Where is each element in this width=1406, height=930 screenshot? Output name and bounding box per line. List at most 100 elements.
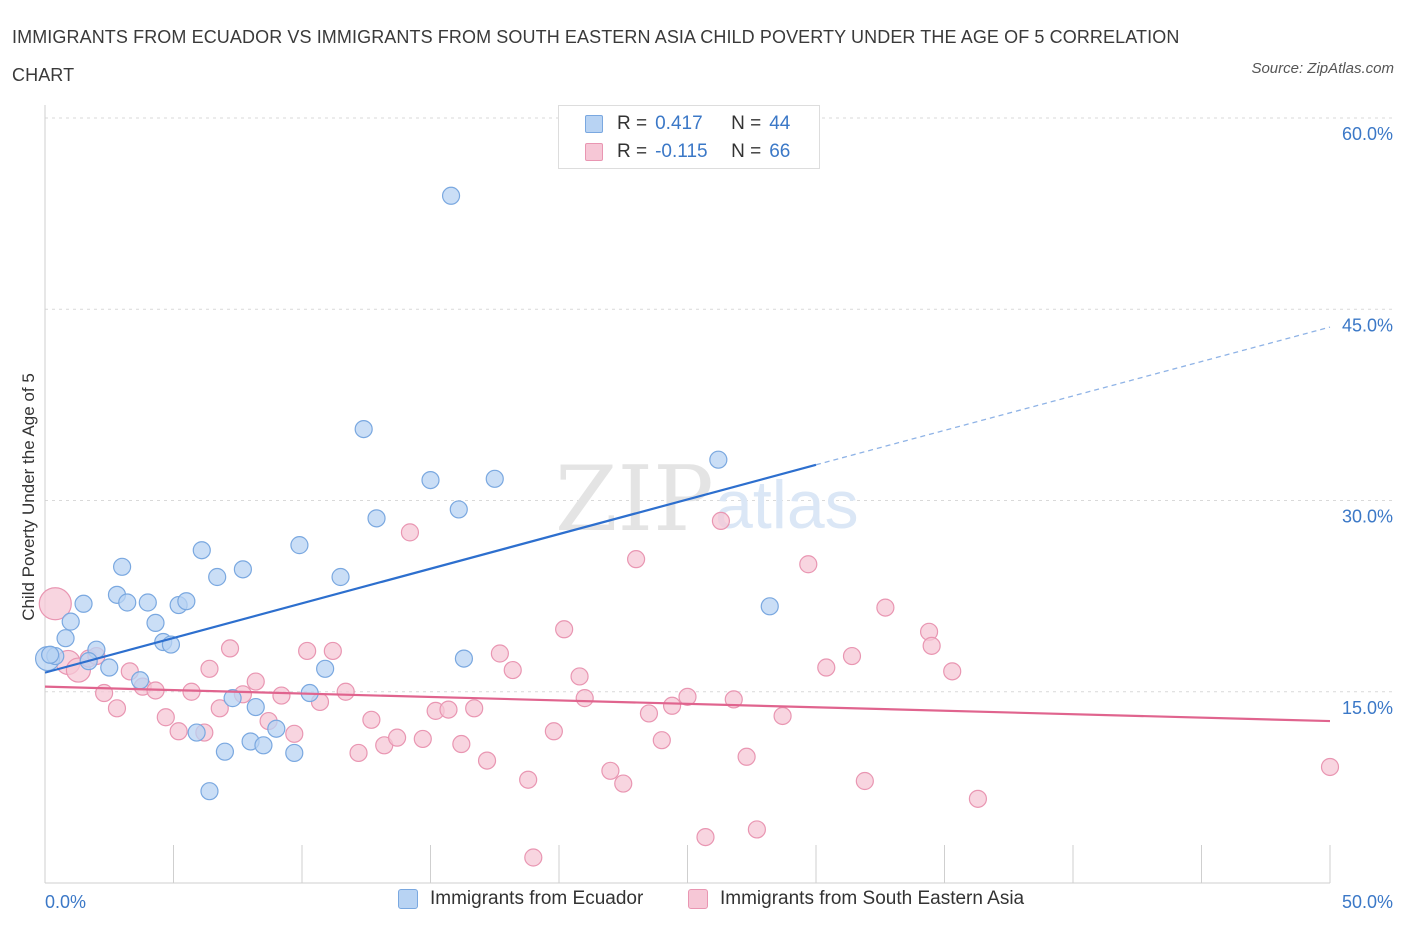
- series-legend-south-eastern-asia: Immigrants from South Eastern Asia: [688, 888, 1024, 910]
- point-south-eastern-asia: [601, 761, 620, 780]
- series-legend-ecuador: Immigrants from Ecuador: [398, 888, 643, 910]
- trend-line-ecuador: [44, 463, 817, 674]
- point-ecuador: [354, 420, 373, 439]
- point-south-eastern-asia: [555, 620, 574, 639]
- legend-row-south-eastern-asia: R = -0.115 N = 66: [585, 138, 809, 166]
- trend-lines: [44, 326, 1331, 723]
- point-ecuador: [56, 629, 75, 648]
- trend-line-ecuador-extension: [815, 326, 1331, 466]
- point-south-eastern-asia: [876, 598, 895, 617]
- chart-title: IMMIGRANTS FROM ECUADOR VS IMMIGRANTS FR…: [12, 27, 1180, 85]
- point-ecuador: [290, 536, 309, 555]
- point-ecuador: [254, 736, 273, 755]
- point-south-eastern-asia: [156, 708, 175, 727]
- gridlines: [45, 117, 1395, 693]
- point-ecuador: [421, 471, 440, 490]
- point-south-eastern-asia: [614, 774, 633, 793]
- point-south-eastern-asia: [519, 770, 538, 789]
- point-ecuador: [177, 592, 196, 611]
- source-credit: Source: ZipAtlas.com: [1251, 60, 1394, 77]
- point-ecuador: [709, 450, 728, 469]
- y-tick-label: 30.0%: [1342, 507, 1393, 527]
- point-ecuador: [61, 612, 80, 631]
- point-south-eastern-asia: [639, 704, 659, 723]
- point-ecuador: [187, 723, 206, 742]
- series-south-eastern-asia: [38, 511, 1340, 867]
- point-ecuador: [112, 557, 132, 576]
- point-south-eastern-asia: [737, 747, 756, 766]
- point-ecuador: [208, 567, 227, 587]
- point-south-eastern-asia: [272, 686, 291, 705]
- point-ecuador: [441, 186, 461, 205]
- point-ecuador: [454, 649, 474, 668]
- point-south-eastern-asia: [285, 724, 304, 743]
- point-ecuador: [331, 567, 350, 587]
- point-south-eastern-asia: [439, 700, 458, 719]
- point-ecuador: [118, 593, 137, 612]
- point-ecuador: [146, 613, 165, 633]
- correlation-legend: R = 0.417 N = 44 R = -0.115 N = 66: [558, 105, 820, 169]
- x-tick-label: 0.0%: [45, 892, 86, 912]
- point-south-eastern-asia: [349, 743, 368, 763]
- point-south-eastern-asia: [678, 687, 697, 706]
- point-ecuador: [74, 594, 93, 613]
- legend-swatch-blue: [585, 115, 603, 133]
- point-south-eastern-asia: [626, 550, 646, 569]
- series-legend-swatch-blue: [398, 889, 418, 909]
- point-south-eastern-asia: [817, 658, 836, 677]
- point-south-eastern-asia: [400, 523, 420, 542]
- point-south-eastern-asia: [943, 662, 962, 681]
- series-legend: Immigrants from Ecuador Immigrants from …: [0, 888, 1406, 916]
- legend-n-value-south-eastern-asia: 66: [769, 141, 791, 162]
- point-ecuador: [200, 782, 219, 801]
- point-south-eastern-asia: [298, 641, 317, 661]
- legend-swatch-pink: [585, 143, 603, 161]
- x-tick-label: 50.0%: [1342, 892, 1393, 912]
- point-ecuador: [485, 469, 504, 488]
- point-south-eastern-asia: [662, 696, 682, 715]
- point-ecuador: [760, 597, 779, 616]
- point-south-eastern-asia: [724, 690, 743, 709]
- point-south-eastern-asia: [210, 699, 229, 718]
- point-south-eastern-asia: [968, 789, 988, 808]
- point-south-eastern-asia: [477, 751, 497, 770]
- point-south-eastern-asia: [169, 722, 188, 741]
- point-south-eastern-asia: [503, 660, 522, 680]
- point-south-eastern-asia: [570, 667, 589, 686]
- legend-n-label: N =: [731, 141, 762, 162]
- point-south-eastern-asia: [524, 848, 543, 867]
- point-south-eastern-asia: [575, 689, 594, 708]
- y-tick-label: 60.0%: [1342, 124, 1393, 144]
- y-axis-label: Child Poverty Under the Age of 5: [19, 373, 38, 621]
- point-south-eastern-asia: [696, 827, 715, 847]
- point-ecuador: [130, 671, 150, 690]
- series-legend-label-south-eastern-asia: Immigrants from South Eastern Asia: [720, 888, 1025, 909]
- point-south-eastern-asia: [544, 722, 563, 741]
- point-south-eastern-asia: [1320, 757, 1340, 777]
- point-south-eastern-asia: [452, 734, 471, 754]
- trend-line-south-eastern-asia: [44, 685, 1331, 723]
- point-south-eastern-asia: [107, 699, 127, 718]
- point-ecuador: [215, 742, 234, 761]
- legend-row-ecuador: R = 0.417 N = 44: [585, 110, 809, 138]
- legend-n-label: N =: [731, 113, 762, 134]
- point-south-eastern-asia: [387, 728, 407, 747]
- series-legend-label-ecuador: Immigrants from Ecuador: [430, 888, 644, 909]
- watermark-atlas: atlas: [715, 467, 859, 543]
- legend-r-label: R =: [617, 141, 648, 162]
- point-ecuador: [192, 541, 211, 560]
- point-ecuador: [285, 743, 304, 763]
- point-south-eastern-asia: [246, 672, 265, 691]
- point-ecuador: [233, 560, 252, 579]
- point-ecuador: [138, 593, 157, 612]
- point-ecuador: [100, 658, 119, 677]
- point-south-eastern-asia: [773, 706, 792, 726]
- point-ecuador: [223, 689, 242, 708]
- legend-r-value-ecuador: 0.417: [655, 113, 703, 134]
- point-south-eastern-asia: [711, 511, 731, 531]
- point-south-eastern-asia: [323, 641, 342, 661]
- point-south-eastern-asia: [200, 659, 219, 678]
- point-ecuador: [316, 659, 335, 678]
- point-south-eastern-asia: [855, 771, 874, 791]
